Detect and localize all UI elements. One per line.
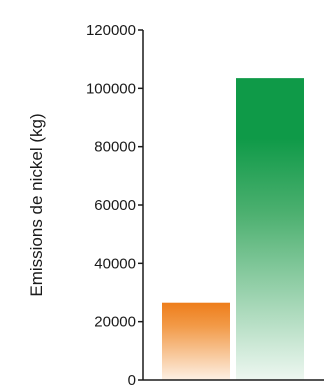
y-tick-label: 20000 (94, 314, 136, 331)
bar-2 (236, 78, 304, 380)
y-tick-label: 80000 (94, 139, 136, 156)
bar-1 (162, 302, 230, 380)
y-axis-label: Emissions de nickel (kg) (27, 113, 46, 296)
y-tick-label: 120000 (86, 22, 136, 39)
y-tick-label: 60000 (94, 197, 136, 214)
y-tick-label: 0 (128, 372, 136, 385)
y-tick-label: 100000 (86, 80, 136, 97)
y-axis: 0 20000 40000 60000 80000 100000 120000 (86, 22, 143, 385)
bars (162, 78, 304, 380)
y-tick-label: 40000 (94, 255, 136, 272)
